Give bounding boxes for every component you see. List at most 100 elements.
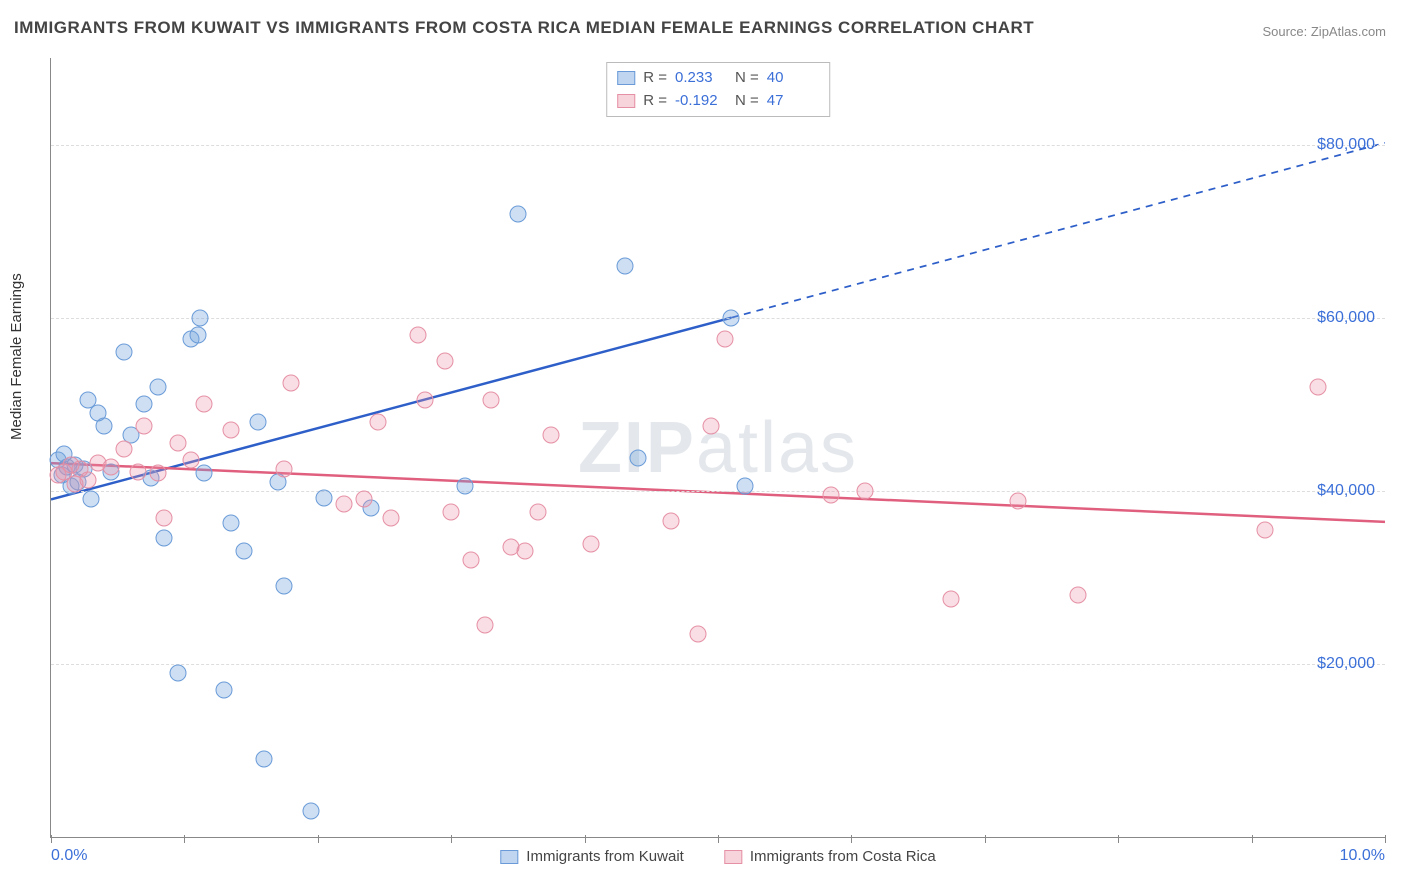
correlation-stats-box: R = 0.233 N = 40 R = -0.192 N = 47: [606, 62, 830, 117]
scatter-point: [543, 426, 560, 443]
scatter-point: [629, 449, 646, 466]
legend-item: Immigrants from Costa Rica: [724, 848, 936, 865]
scatter-point: [223, 514, 240, 531]
scatter-point: [723, 309, 740, 326]
scatter-point: [136, 417, 153, 434]
scatter-point: [663, 513, 680, 530]
scatter-point: [823, 487, 840, 504]
scatter-point: [383, 510, 400, 527]
scatter-point: [276, 577, 293, 594]
x-tick-mark: [851, 835, 852, 843]
stat-r-value: -0.192: [675, 90, 727, 113]
source-attribution: Source: ZipAtlas.com: [1262, 24, 1386, 39]
scatter-point: [192, 309, 209, 326]
scatter-point: [156, 530, 173, 547]
watermark-text: ZIPatlas: [578, 407, 858, 489]
scatter-point: [103, 458, 120, 475]
x-tick-mark: [1118, 835, 1119, 843]
scatter-point: [583, 536, 600, 553]
stat-n-label: N =: [735, 90, 759, 113]
scatter-point: [236, 543, 253, 560]
x-tick-mark: [451, 835, 452, 843]
scatter-point: [316, 489, 333, 506]
x-tick-mark: [718, 835, 719, 843]
swatch-icon: [617, 71, 635, 85]
x-tick-mark: [985, 835, 986, 843]
scatter-point: [156, 510, 173, 527]
scatter-point: [136, 396, 153, 413]
legend-item: Immigrants from Kuwait: [500, 848, 684, 865]
swatch-icon: [617, 94, 635, 108]
trend-lines-svg: [51, 58, 1385, 837]
stat-n-value: 40: [767, 67, 819, 90]
scatter-point: [443, 504, 460, 521]
scatter-point: [616, 257, 633, 274]
scatter-point: [1310, 378, 1327, 395]
swatch-icon: [500, 850, 518, 864]
y-axis-tick-label: $80,000: [1317, 136, 1375, 154]
x-tick-mark: [1252, 835, 1253, 843]
legend-label: Immigrants from Costa Rica: [750, 848, 936, 865]
scatter-point: [256, 751, 273, 768]
gridline: [51, 145, 1385, 146]
stat-n-value: 47: [767, 90, 819, 113]
gridline: [51, 318, 1385, 319]
swatch-icon: [724, 850, 742, 864]
scatter-point: [83, 491, 100, 508]
scatter-point: [856, 482, 873, 499]
scatter-point: [129, 463, 146, 480]
x-tick-mark: [318, 835, 319, 843]
scatter-point: [216, 681, 233, 698]
scatter-point: [529, 504, 546, 521]
stat-r-value: 0.233: [675, 67, 727, 90]
legend-label: Immigrants from Kuwait: [526, 848, 684, 865]
y-axis-label: Median Female Earnings: [8, 273, 25, 440]
stats-row-series-b: R = -0.192 N = 47: [617, 90, 819, 113]
scatter-point: [476, 616, 493, 633]
scatter-point: [169, 435, 186, 452]
scatter-point: [516, 543, 533, 560]
trend-line: [51, 463, 1385, 522]
scatter-point: [483, 391, 500, 408]
scatter-point: [169, 664, 186, 681]
scatter-point: [196, 396, 213, 413]
scatter-point: [183, 452, 200, 469]
scatter-point: [356, 491, 373, 508]
scatter-point: [1070, 586, 1087, 603]
scatter-point: [149, 378, 166, 395]
scatter-point: [196, 465, 213, 482]
scatter-point: [276, 461, 293, 478]
scatter-point: [116, 441, 133, 458]
stats-row-series-a: R = 0.233 N = 40: [617, 67, 819, 90]
x-tick-mark: [51, 835, 52, 843]
scatter-point: [409, 326, 426, 343]
trend-line: [731, 143, 1385, 318]
scatter-point: [436, 352, 453, 369]
scatter-point: [736, 478, 753, 495]
scatter-point: [369, 413, 386, 430]
scatter-point: [249, 413, 266, 430]
x-tick-mark: [184, 835, 185, 843]
scatter-point: [149, 465, 166, 482]
scatter-point: [1010, 493, 1027, 510]
gridline: [51, 491, 1385, 492]
scatter-point: [689, 625, 706, 642]
scatter-point: [189, 326, 206, 343]
scatter-point: [1256, 521, 1273, 538]
stat-r-label: R =: [643, 67, 667, 90]
y-axis-tick-label: $60,000: [1317, 309, 1375, 327]
scatter-point: [703, 417, 720, 434]
scatter-point: [943, 590, 960, 607]
x-tick-mark: [585, 835, 586, 843]
scatter-point: [283, 374, 300, 391]
scatter-point: [716, 331, 733, 348]
stat-r-label: R =: [643, 90, 667, 113]
y-axis-tick-label: $20,000: [1317, 655, 1375, 673]
y-axis-tick-label: $40,000: [1317, 482, 1375, 500]
scatter-plot-area: ZIPatlas R = 0.233 N = 40 R = -0.192 N =…: [50, 58, 1385, 838]
x-axis-tick-label: 10.0%: [1340, 847, 1385, 865]
scatter-point: [509, 205, 526, 222]
scatter-point: [416, 391, 433, 408]
x-tick-mark: [1385, 835, 1386, 843]
chart-title: IMMIGRANTS FROM KUWAIT VS IMMIGRANTS FRO…: [14, 18, 1034, 38]
